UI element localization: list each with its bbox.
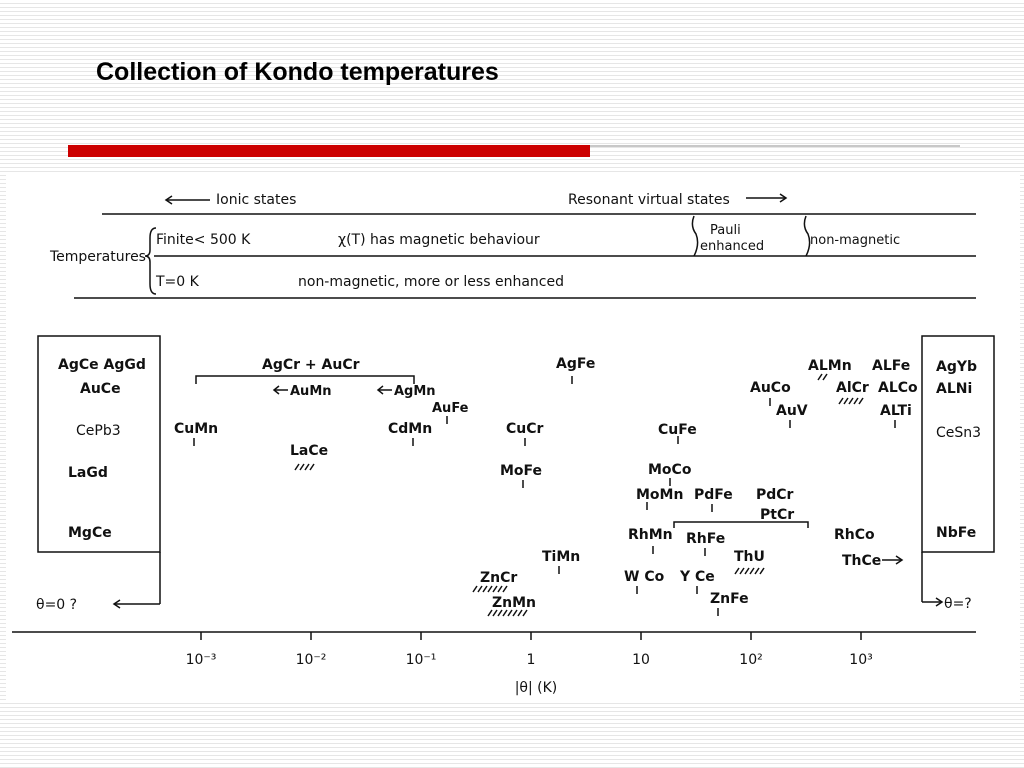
alloy-label: MoFe bbox=[500, 463, 542, 479]
theta-unknown-label: θ=? bbox=[944, 596, 972, 612]
alloy-label: CdMn bbox=[388, 421, 432, 437]
right-box-item: NbFe bbox=[936, 525, 976, 541]
alloy-label: CuMn bbox=[174, 421, 218, 437]
alloy-label: AuFe bbox=[432, 401, 469, 416]
axis-tick-label: 10² bbox=[739, 652, 762, 668]
zero-temp-description: non-magnetic, more or less enhanced bbox=[298, 274, 564, 290]
axis-tick-label: 1 bbox=[527, 652, 536, 668]
kondo-diagram-svg: Ionic states Resonant virtual states Tem… bbox=[12, 192, 995, 696]
alloy-label: LaCe bbox=[290, 443, 328, 459]
left-box-item: AuCe bbox=[80, 381, 121, 397]
alloy-label: AgMn bbox=[394, 384, 436, 399]
alloy-label: ThU bbox=[734, 549, 765, 565]
right-box-item: CeSn3 bbox=[936, 425, 981, 441]
right-box-item: AgYb bbox=[936, 359, 977, 375]
left-box-item: CePb3 bbox=[76, 423, 121, 439]
temperatures-label: Temperatures bbox=[49, 249, 146, 265]
alloy-label: RhFe bbox=[686, 531, 725, 547]
left-box-item: MgCe bbox=[68, 525, 112, 541]
ionic-states-label: Ionic states bbox=[216, 192, 296, 208]
alloy-label: CuFe bbox=[658, 422, 697, 438]
alloy-label: AuV bbox=[776, 403, 808, 419]
kondo-figure: Ionic states Resonant virtual states Tem… bbox=[6, 172, 1020, 700]
alloy-label: AuMn bbox=[290, 384, 332, 399]
alloy-label: MoMn bbox=[636, 487, 683, 503]
theta-zero-label: θ=0 ? bbox=[36, 597, 77, 613]
alloy-label: PdCr bbox=[756, 487, 794, 503]
axis-tick-label: 10⁻¹ bbox=[406, 652, 437, 668]
alloy-label: ALTi bbox=[880, 403, 912, 419]
slide-title: Collection of Kondo temperatures bbox=[96, 58, 499, 86]
axis-tick-label: 10 bbox=[632, 652, 650, 668]
alloy-label: ALMn bbox=[808, 358, 852, 374]
alloy-label: PtCr bbox=[760, 507, 794, 523]
enhanced-label: enhanced bbox=[700, 239, 764, 254]
alloy-label: RhMn bbox=[628, 527, 673, 543]
alloy-label: AlCr bbox=[836, 380, 869, 396]
zero-temp-label: T=0 K bbox=[155, 274, 200, 290]
axis-tick-label: 10⁻² bbox=[296, 652, 327, 668]
non-magnetic-label: non-magnetic bbox=[810, 233, 900, 248]
pauli-label: Pauli bbox=[710, 223, 741, 238]
alloy-label: AgCr + AuCr bbox=[262, 357, 360, 373]
left-box-item: LaGd bbox=[68, 465, 108, 481]
axis-label: |θ| (K) bbox=[515, 680, 558, 696]
alloy-label: W Co bbox=[624, 569, 665, 585]
alloy-label: ThCe bbox=[842, 553, 881, 569]
chi-behaviour-label: χ(T) has magnetic behaviour bbox=[338, 232, 540, 248]
axis-tick-label: 10⁻³ bbox=[186, 652, 217, 668]
alloy-label: AuCo bbox=[750, 380, 791, 396]
alloy-label: ALFe bbox=[872, 358, 910, 374]
alloy-label: TiMn bbox=[542, 549, 580, 565]
alloy-label: CuCr bbox=[506, 421, 544, 437]
title-underline-rule bbox=[590, 145, 960, 147]
alloy-label: ZnFe bbox=[710, 591, 749, 607]
resonant-states-label: Resonant virtual states bbox=[568, 192, 730, 208]
left-box-item: AgCe AgGd bbox=[58, 357, 146, 373]
alloy-label: MoCo bbox=[648, 462, 692, 478]
right-box-item: ALNi bbox=[936, 381, 972, 397]
title-underline-accent bbox=[68, 145, 590, 157]
alloy-label: ALCo bbox=[878, 380, 918, 396]
alloy-label: AgFe bbox=[556, 356, 595, 372]
finite-temp-label: Finite< 500 K bbox=[156, 232, 251, 248]
alloy-label: Y Ce bbox=[679, 569, 715, 585]
alloy-label: ZnMn bbox=[492, 595, 536, 611]
alloy-label: RhCo bbox=[834, 527, 875, 543]
alloy-label: PdFe bbox=[694, 487, 733, 503]
alloy-label: ZnCr bbox=[480, 570, 517, 586]
axis-tick-label: 10³ bbox=[849, 652, 872, 668]
